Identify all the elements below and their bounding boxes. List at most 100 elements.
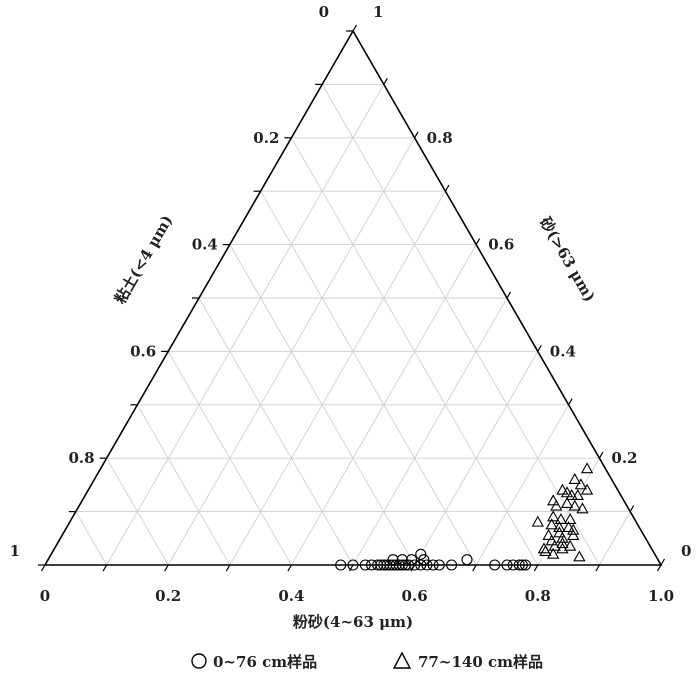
bottom-tick xyxy=(348,564,354,572)
circle-point xyxy=(396,554,408,566)
triangle-point xyxy=(560,496,574,508)
bottom-axis-title: 粉砂(4~63 μm) xyxy=(293,613,413,631)
grid-line xyxy=(229,244,415,566)
grid-line xyxy=(106,84,385,566)
circle-point xyxy=(375,559,387,571)
grid-line xyxy=(106,457,169,566)
bottom-tick xyxy=(164,564,169,572)
circle-point xyxy=(446,559,458,571)
left-tick-label: 0.2 xyxy=(253,129,279,147)
triangle-point xyxy=(547,510,560,522)
triangle-point xyxy=(563,512,577,525)
bottom-tick-label: 0.4 xyxy=(278,587,304,605)
legend-label-series-2: 77~140 cm样品 xyxy=(418,653,543,671)
circle-point xyxy=(516,559,528,571)
left-tick-label: 0.4 xyxy=(192,236,218,254)
left-end-label: 1 xyxy=(10,542,20,560)
right-tick-label: 0.2 xyxy=(611,449,637,467)
triangle-point xyxy=(574,478,588,490)
triangle-point xyxy=(554,512,568,525)
circle-point xyxy=(378,559,390,571)
grid-line xyxy=(291,137,539,566)
grid-line xyxy=(321,84,600,566)
triangle-point xyxy=(539,545,552,557)
grid-line xyxy=(137,404,231,566)
triangle-point xyxy=(550,499,563,511)
circle-point xyxy=(427,559,439,571)
triangle-point xyxy=(580,462,594,474)
right-axis-title: 砂(>63 μm) xyxy=(536,214,599,305)
circle-point xyxy=(461,554,473,566)
triangle-point xyxy=(576,502,589,514)
triangle-point xyxy=(567,529,580,541)
left-axis-title: 粘土(<4 μm) xyxy=(111,212,176,307)
triangle-point xyxy=(556,542,569,554)
right-tick-label: 0.8 xyxy=(427,129,453,147)
triangle-point xyxy=(545,534,558,546)
circle-point xyxy=(519,559,532,571)
triangle-point xyxy=(556,483,569,495)
right-tick xyxy=(506,291,512,299)
triangle-point xyxy=(553,526,566,538)
circle-point xyxy=(501,559,513,571)
right-tick xyxy=(660,558,666,566)
circle-point xyxy=(405,554,418,566)
circle-point xyxy=(418,554,430,566)
triangle-point xyxy=(571,488,585,500)
triangle-point xyxy=(531,515,544,527)
left-end-label: 0 xyxy=(319,3,329,21)
circle-point xyxy=(387,559,399,571)
circle-point xyxy=(489,559,501,571)
circle-point xyxy=(415,559,427,571)
bottom-tick-label: 0.6 xyxy=(402,587,428,605)
grid-line xyxy=(599,511,631,566)
triangle-point xyxy=(567,523,580,535)
triangle-point xyxy=(580,483,594,495)
legend: 0~76 cm样品 77~140 cm样品 xyxy=(191,651,543,671)
bottom-tick xyxy=(225,564,231,572)
right-tick xyxy=(352,24,358,32)
circle-point xyxy=(335,559,347,571)
left-tick-label: 0.6 xyxy=(130,342,156,360)
data-points xyxy=(335,462,594,571)
right-tick-label: 0.4 xyxy=(550,342,576,360)
tick-labels: 0 0.2 0.4 0.6 0.8 1.0 0.2 0.4 0.6 0.8 0.8 0.6 0.4 0.2… xyxy=(10,3,692,605)
right-tick xyxy=(383,78,388,85)
circle-point xyxy=(365,559,378,571)
bottom-tick xyxy=(472,564,477,572)
circle-point xyxy=(372,559,384,571)
grid-line xyxy=(352,297,508,566)
circle-point xyxy=(347,559,359,571)
triangle-point xyxy=(547,494,560,506)
triangle-point xyxy=(542,529,555,541)
triangle-point xyxy=(553,520,566,533)
right-tick xyxy=(537,345,542,352)
bottom-tick xyxy=(656,564,662,572)
grid-line xyxy=(167,351,292,566)
triangle-point xyxy=(560,486,574,498)
triangle-point xyxy=(545,518,558,530)
bottom-tick-label: 0.2 xyxy=(155,587,181,605)
circle-point xyxy=(359,559,371,571)
grid-line xyxy=(260,190,477,566)
grid xyxy=(75,83,631,566)
bottom-tick xyxy=(533,564,539,572)
bottom-tick xyxy=(287,564,292,572)
circle-point xyxy=(409,559,421,571)
grid-line xyxy=(475,404,569,566)
right-tick xyxy=(414,131,419,139)
circle-point xyxy=(433,559,445,571)
triangle-point xyxy=(573,550,586,562)
bottom-tick xyxy=(40,564,46,572)
triangle-point xyxy=(547,547,560,559)
triangle-point xyxy=(563,539,577,551)
triangle-point xyxy=(562,520,575,533)
triangle-point xyxy=(565,488,578,500)
right-tick xyxy=(568,398,573,406)
triangle-point xyxy=(568,472,581,484)
grid-line xyxy=(75,511,107,566)
circle-point xyxy=(415,548,427,560)
ticks xyxy=(38,24,666,572)
legend-circle-marker xyxy=(191,653,207,669)
